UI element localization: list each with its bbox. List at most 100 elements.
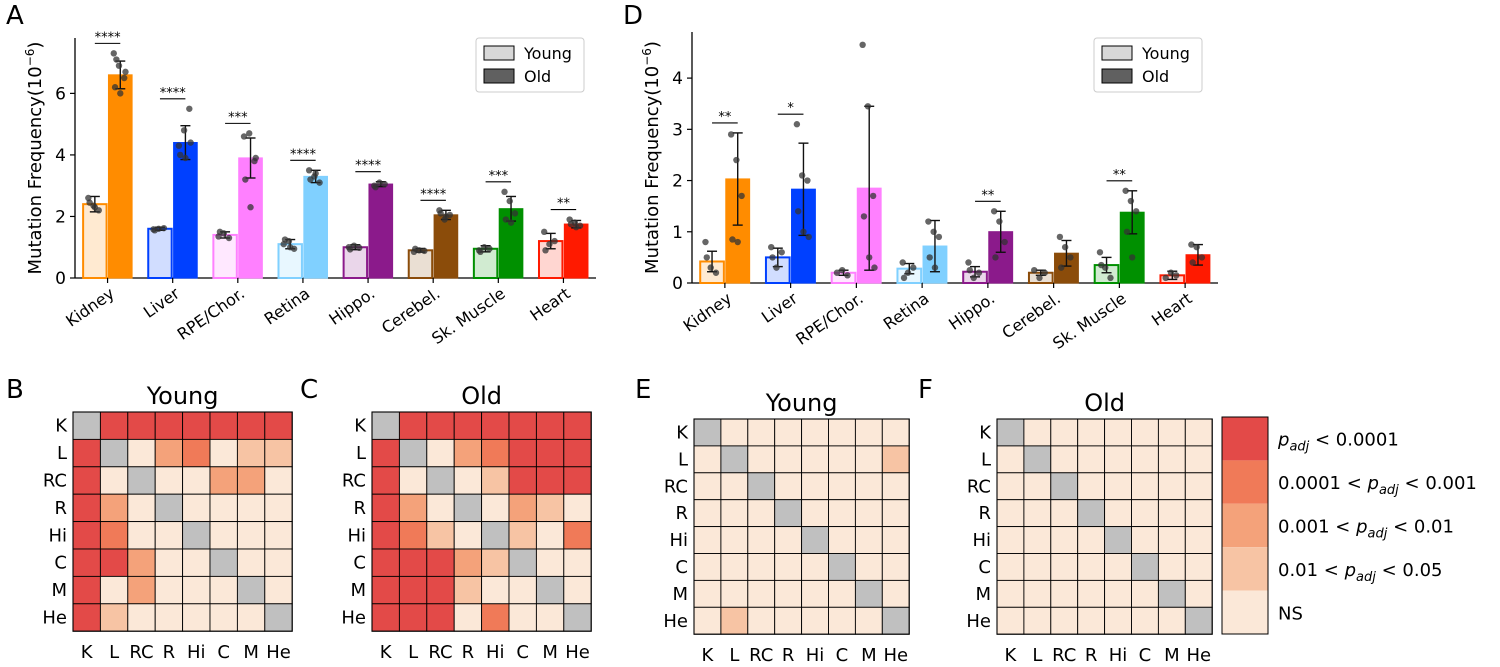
legend-swatch-old — [483, 68, 515, 84]
heatmap-cell — [453, 493, 483, 523]
data-point — [1061, 243, 1069, 251]
y-axis-label-close: ) — [25, 42, 46, 49]
data-point — [866, 254, 873, 261]
bar-old — [303, 175, 328, 279]
heatmap-cell — [182, 438, 211, 468]
heatmap-cell — [236, 548, 266, 577]
heatmap-cell — [535, 575, 565, 605]
heatmap-cell — [182, 521, 211, 550]
data-point — [115, 62, 123, 69]
data-point — [1001, 238, 1008, 246]
heatmap-cell — [1131, 553, 1159, 581]
heatmap-cell — [535, 521, 565, 550]
data-point — [151, 227, 158, 234]
data-point — [773, 264, 780, 271]
heatmap-cell — [1131, 445, 1159, 474]
row-label: R — [675, 503, 688, 524]
y-axis-label: Mutation Frequency(10−6) — [23, 42, 46, 275]
column-label: M — [243, 642, 259, 663]
heatmap-cell — [154, 438, 184, 468]
data-point — [180, 127, 188, 134]
data-point — [899, 259, 906, 266]
heatmap-cell — [99, 466, 129, 495]
data-point — [925, 218, 932, 225]
significance-label: *** — [228, 110, 248, 125]
heatmap-cell — [1184, 553, 1213, 581]
heatmap-cell — [1104, 445, 1132, 474]
data-point — [177, 151, 184, 159]
heatmap-cell — [154, 575, 184, 605]
y-tick-label: 3 — [672, 120, 683, 140]
data-point — [567, 220, 575, 228]
heatmap-cell — [854, 526, 883, 554]
heatmap-cell — [236, 411, 266, 440]
x-tick-label: Sk. Muscle — [428, 284, 509, 348]
heatmap-cell — [1050, 418, 1079, 447]
bar-young — [472, 247, 499, 279]
row-label: K — [676, 422, 689, 443]
heatmap-cell — [182, 548, 211, 577]
data-point — [501, 188, 508, 196]
data-point — [356, 244, 363, 252]
heatmap-cell — [747, 579, 776, 608]
row-label: He — [42, 608, 67, 629]
heatmap-cell — [1104, 526, 1132, 554]
heatmap-cell — [236, 493, 266, 523]
heatmap-cell — [801, 526, 829, 554]
column-label: R — [163, 642, 176, 663]
data-point — [225, 234, 233, 242]
data-point — [904, 269, 912, 276]
heatmap-cell — [453, 603, 483, 632]
heatmap-cell — [828, 499, 856, 528]
data-point — [733, 156, 740, 164]
heatmap-cell — [1104, 606, 1132, 635]
heatmap-cell — [563, 411, 592, 440]
heatmap-cell — [747, 553, 776, 581]
p-subscript: adj — [1379, 483, 1399, 498]
heatmap-cell — [426, 493, 455, 523]
heatmap-cell — [99, 438, 129, 468]
data-point — [572, 224, 580, 231]
heatmap-cell — [996, 553, 1025, 581]
row-label: C — [675, 557, 688, 578]
heatmap-cell — [1050, 579, 1079, 608]
heatmap-cell — [371, 521, 400, 550]
data-point — [381, 180, 388, 188]
column-label: C — [217, 642, 230, 663]
heatmap-cell — [747, 472, 776, 501]
heatmap-cell — [693, 445, 722, 474]
heatmap-cell — [72, 603, 101, 632]
column-label: K — [380, 642, 393, 663]
legend-swatch-young — [483, 45, 515, 61]
heatmap-cell — [264, 411, 293, 440]
bar-old — [433, 214, 459, 279]
p-subscript: adj — [1368, 527, 1388, 542]
heatmap-cell — [774, 418, 803, 447]
row-label: L — [57, 443, 67, 464]
heatmap-cell — [453, 466, 483, 495]
heatmap-frame — [996, 418, 1213, 635]
heatmap-cell — [453, 548, 483, 577]
heatmap-cell — [1023, 553, 1052, 581]
data-point — [793, 121, 801, 128]
heatmap-cell — [828, 526, 856, 554]
heatmap-cell — [996, 445, 1025, 474]
x-tick-label: Kidney — [62, 284, 118, 331]
heatmap-cell — [1104, 472, 1132, 501]
heatmap-cell — [127, 548, 156, 577]
legend-label: Old — [524, 67, 551, 86]
heatmap-cell — [72, 575, 101, 605]
data-point — [312, 170, 319, 177]
significance-label: ** — [981, 188, 995, 203]
row-label: L — [356, 443, 366, 464]
data-point — [111, 84, 119, 91]
column-label: Hi — [187, 642, 206, 663]
heatmap-cell — [1104, 553, 1132, 581]
heatmap-cell — [371, 438, 400, 468]
heatmap-cell — [693, 553, 722, 581]
data-point — [175, 142, 183, 149]
column-label: He — [565, 642, 590, 663]
row-label: Hi — [669, 530, 688, 551]
row-label: He — [341, 608, 366, 629]
